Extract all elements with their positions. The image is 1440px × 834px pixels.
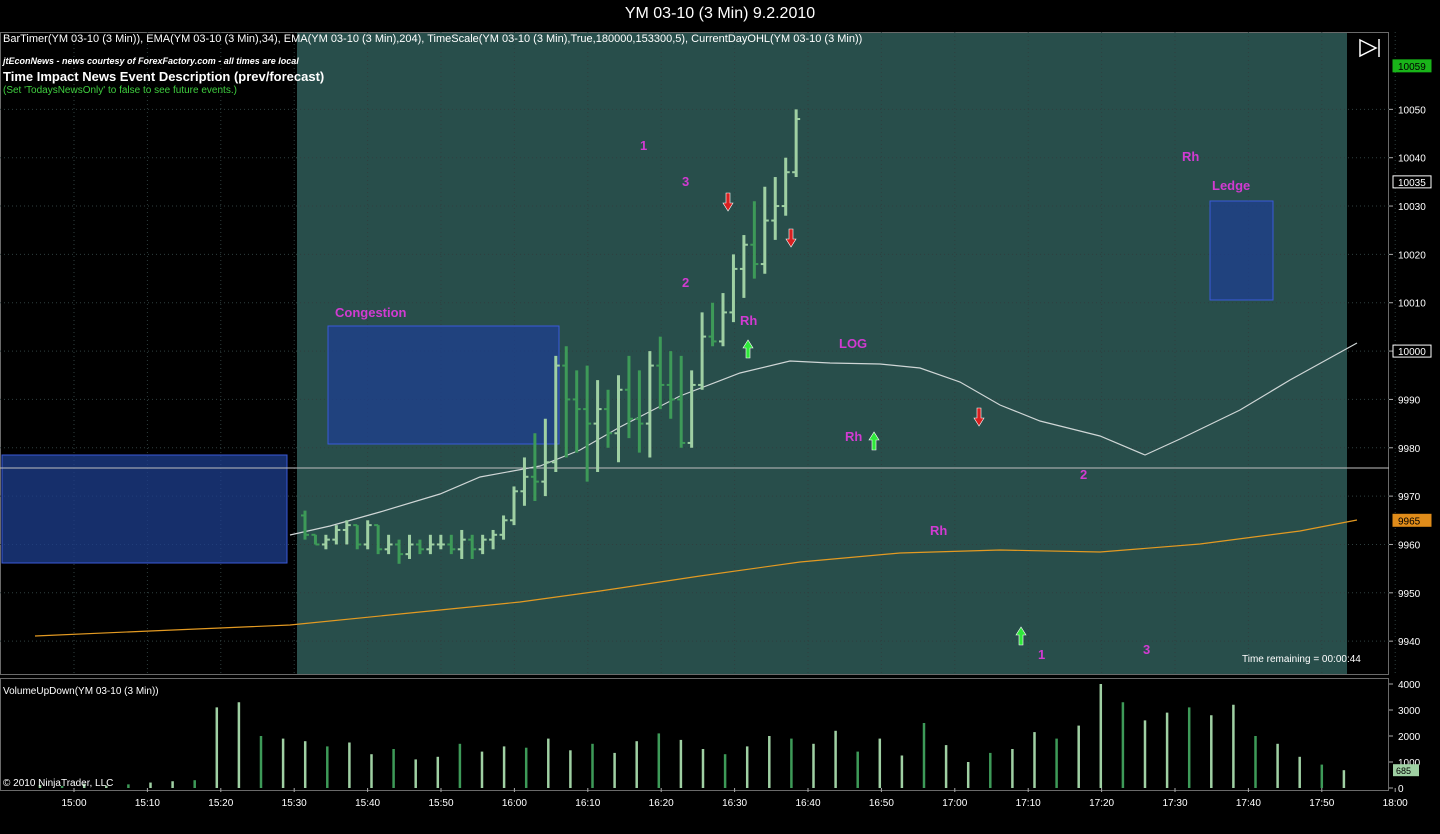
ledge-box [1209, 200, 1274, 301]
sell-arrow-icon [722, 192, 734, 212]
chart-annotation: Ledge [1212, 178, 1250, 193]
chart-annotation: 3 [682, 174, 689, 189]
chart-annotation: 3 [1143, 642, 1150, 657]
price-tick-label: 10030 [1398, 202, 1426, 213]
volume-marker-label: 685 [1396, 766, 1411, 776]
price-tick-label: 9980 [1398, 444, 1421, 455]
price-tick-label: 10020 [1398, 250, 1426, 261]
price-marker [1392, 59, 1432, 73]
time-tick-label: 16:30 [722, 798, 747, 809]
chart-annotation: 2 [682, 275, 689, 290]
time-tick-label: 17:20 [1089, 798, 1114, 809]
copyright: © 2010 NinjaTrader, LLC [3, 778, 114, 789]
price-tick-label: 9960 [1398, 540, 1421, 551]
volume-panel-title: VolumeUpDown(YM 03-10 (3 Min)) [3, 686, 159, 697]
price-marker [1392, 513, 1432, 527]
time-tick-label: 16:10 [575, 798, 600, 809]
volume-panel-frame [0, 678, 1389, 791]
price-tick-label: 9950 [1398, 589, 1421, 600]
time-remaining: Time remaining = 00:00:44 [1242, 654, 1361, 665]
ema-34-line [289, 342, 1358, 536]
price-marker [1392, 175, 1432, 189]
price-tick-label: 9990 [1398, 395, 1421, 406]
price-tick-label: 10010 [1398, 299, 1426, 310]
price-panel-frame [0, 32, 1389, 675]
price-tick-label: 9940 [1398, 637, 1421, 648]
chart-annotation: 2 [1080, 467, 1087, 482]
chart-annotation: 1 [640, 138, 647, 153]
time-tick-label: 16:50 [869, 798, 894, 809]
chart-annotation: 1 [1038, 647, 1045, 662]
time-tick-label: 17:00 [942, 798, 967, 809]
time-tick-label: 15:20 [208, 798, 233, 809]
volume-tick-label: 3000 [1398, 706, 1421, 717]
chart-annotation: Congestion [335, 305, 407, 320]
price-marker [1392, 344, 1432, 358]
time-tick-label: 15:30 [282, 798, 307, 809]
chart-annotation: Rh [930, 523, 947, 538]
time-tick-label: 16:00 [502, 798, 527, 809]
time-tick-label: 15:00 [61, 798, 86, 809]
sell-arrow-icon [785, 228, 797, 248]
price-marker-label: 10000 [1398, 347, 1426, 358]
time-tick-label: 17:30 [1162, 798, 1187, 809]
price-tick-label: 10040 [1398, 154, 1426, 165]
price-tick-label: 9970 [1398, 492, 1421, 503]
time-tick-label: 15:50 [428, 798, 453, 809]
window-title: YM 03-10 (3 Min) 9.2.2010 [624, 5, 816, 22]
indicator-list: BarTimer(YM 03-10 (3 Min)), EMA(YM 03-10… [3, 33, 863, 45]
chart-annotation: Rh [740, 313, 757, 328]
buy-arrow-icon [1015, 626, 1027, 646]
time-tick-label: 17:10 [1016, 798, 1041, 809]
chart-annotation: Rh [845, 429, 862, 444]
scroll-to-end-icon [1359, 38, 1378, 58]
volume-tick-label: 2000 [1398, 732, 1421, 743]
time-tick-label: 15:40 [355, 798, 380, 809]
price-tick-label: 10050 [1398, 105, 1426, 116]
buy-arrow-icon [868, 431, 880, 451]
time-tick-label: 16:20 [649, 798, 674, 809]
chart-annotation: LOG [839, 336, 867, 351]
time-tick-label: 17:40 [1236, 798, 1261, 809]
news-source-line: jtEconNews - news courtesy of ForexFacto… [3, 56, 299, 66]
buy-arrow-icon [742, 339, 754, 359]
congestion-box [327, 325, 560, 445]
volume-tick-label: 1000 [1398, 758, 1421, 769]
time-tick-label: 16:40 [795, 798, 820, 809]
ema-204-line [34, 519, 1358, 637]
price-marker-label: 9965 [1398, 516, 1421, 527]
news-header: Time Impact News Event Description (prev… [3, 69, 325, 84]
time-tick-label: 17:50 [1309, 798, 1334, 809]
price-marker-label: 10035 [1398, 178, 1426, 189]
volume-marker [1393, 764, 1419, 777]
news-note: (Set 'TodaysNewsOnly' to false to see fu… [3, 85, 237, 96]
price-marker-label: 10059 [1398, 62, 1426, 73]
sell-arrow-icon [973, 407, 985, 427]
range-box [1, 454, 288, 564]
chart-annotation: Rh [1182, 149, 1199, 164]
time-tick-label: 18:00 [1383, 798, 1408, 809]
time-tick-label: 15:10 [135, 798, 160, 809]
volume-tick-label: 0 [1398, 784, 1404, 795]
volume-tick-label: 4000 [1398, 680, 1421, 691]
